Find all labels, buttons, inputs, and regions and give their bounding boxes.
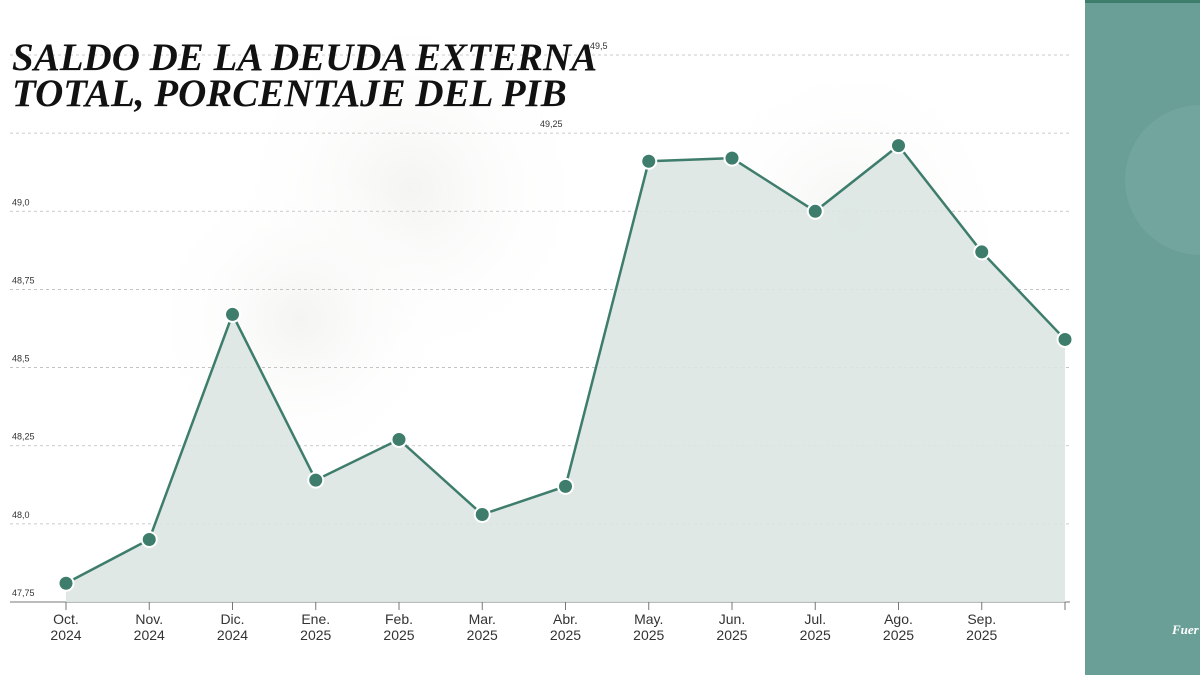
data-point	[723, 149, 741, 167]
x-tick-label: 2024	[50, 627, 81, 643]
y-tick-label: 48,5	[12, 354, 30, 364]
x-tick-label: 2025	[383, 627, 414, 643]
chart-title: SALDO DE LA DEUDA EXTERNA	[12, 36, 597, 79]
data-point	[57, 574, 75, 592]
data-point	[640, 152, 658, 170]
data-point	[557, 477, 574, 495]
data-point	[224, 305, 241, 323]
data-point	[973, 243, 991, 261]
y-tick-label: 49,25	[540, 119, 563, 129]
x-tick-label: 2025	[633, 627, 664, 643]
data-point	[473, 505, 491, 523]
decoration	[1125, 105, 1200, 255]
data-point	[390, 430, 408, 448]
x-tick-label: May.	[634, 611, 663, 627]
x-tick-label: Ago.	[884, 611, 913, 627]
x-tick-label: Ene.	[301, 611, 330, 627]
data-point	[890, 137, 907, 155]
data-point	[806, 202, 824, 220]
x-tick-label: 2025	[550, 627, 581, 643]
y-tick-label: 48,0	[12, 510, 30, 520]
x-tick-label: Jul.	[804, 611, 826, 627]
x-tick-label: 2025	[883, 627, 914, 643]
chart-title: TOTAL, PORCENTAJE DEL PIB	[12, 72, 567, 115]
y-tick-label: 48,25	[12, 432, 35, 442]
data-point	[307, 471, 325, 489]
x-tick-label: Nov.	[135, 611, 163, 627]
x-tick-label: Abr.	[553, 611, 578, 627]
side-panel	[1085, 0, 1200, 675]
x-tick-label: 2025	[300, 627, 331, 643]
x-tick-label: 2025	[800, 627, 831, 643]
source-note: Fuer	[1171, 622, 1200, 637]
y-tick-label: 49,0	[12, 197, 30, 207]
y-tick-label: 48,75	[12, 275, 35, 285]
x-tick-label: 2025	[716, 627, 747, 643]
y-tick-label: 49,5	[590, 41, 608, 51]
x-tick-label: 2024	[134, 627, 165, 643]
x-tick-label: Sep.	[967, 611, 996, 627]
x-tick-label: Mar.	[469, 611, 496, 627]
x-tick-label: Oct.	[53, 611, 79, 627]
data-point	[1056, 330, 1074, 348]
x-tick-label: Dic.	[220, 611, 244, 627]
data-point	[140, 530, 158, 548]
x-tick-label: 2024	[217, 627, 248, 643]
y-tick-label: 47,75	[12, 588, 35, 598]
x-tick-label: 2025	[966, 627, 997, 643]
side-panel-edge	[1085, 0, 1200, 3]
plot: 47,75 48,0 48,25 48,5 48,75 49,0 49,25 49,5 Oct.…	[10, 41, 1074, 643]
x-tick-label: Jun.	[719, 611, 745, 627]
x-tick-label: Feb.	[385, 611, 413, 627]
x-tick-label: 2025	[467, 627, 498, 643]
